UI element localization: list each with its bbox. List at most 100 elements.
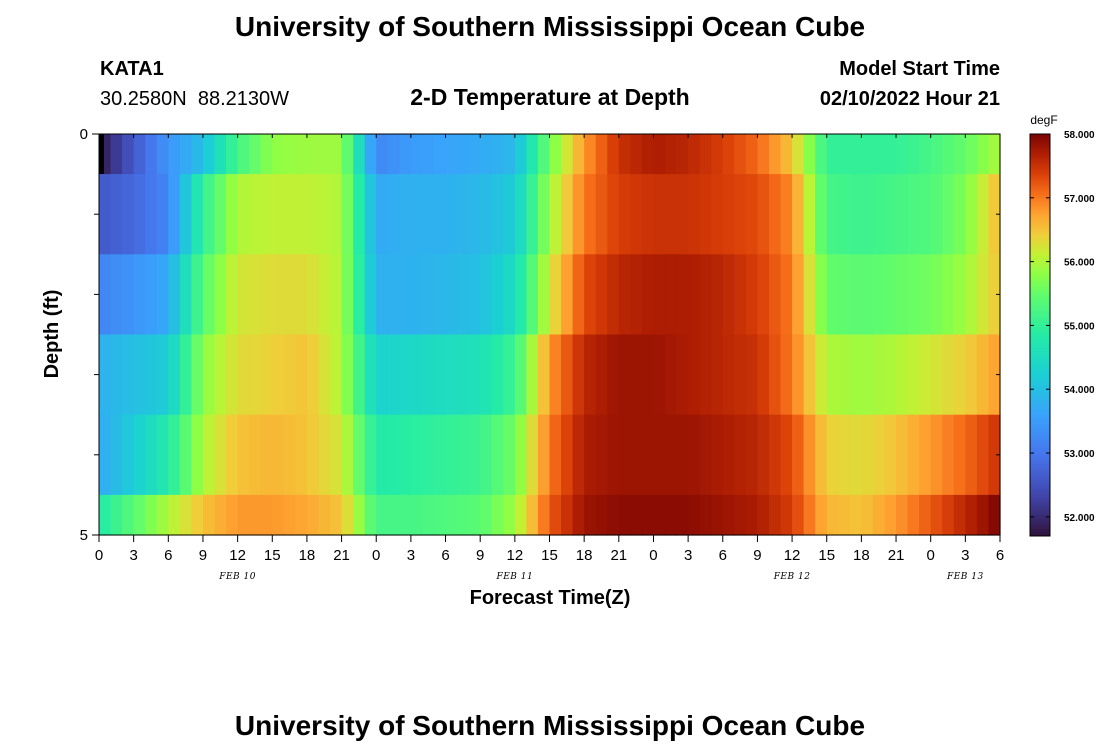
heatmap-cell xyxy=(537,334,551,416)
heatmap-cell xyxy=(780,334,793,416)
station-coords: 30.2580N 88.2130W xyxy=(100,88,289,110)
heatmap-cell xyxy=(665,414,678,496)
heatmap-cell xyxy=(930,334,943,416)
heatmap-cell xyxy=(699,414,712,496)
heatmap-cell xyxy=(942,494,955,536)
heatmap-cell xyxy=(202,134,216,175)
heatmap-cell xyxy=(630,134,643,175)
heatmap-cell xyxy=(734,414,747,496)
heatmap-cell xyxy=(514,254,527,336)
heatmap-cell xyxy=(953,334,966,416)
heatmap-cell xyxy=(561,494,574,536)
heatmap-cell xyxy=(376,174,389,255)
colorbar-tick-label: 55.000 xyxy=(1064,321,1095,332)
heatmap-cell xyxy=(514,134,527,175)
heatmap-cell xyxy=(122,414,135,496)
heatmap-cell xyxy=(757,134,770,175)
heatmap-cell xyxy=(410,334,424,416)
model-start-value: 02/10/2022 Hour 21 xyxy=(820,88,1000,110)
heatmap-cell xyxy=(849,414,862,496)
heatmap-cell xyxy=(249,174,262,255)
heatmap-cell xyxy=(711,254,724,336)
heatmap-cell xyxy=(514,414,527,496)
heatmap-cell xyxy=(341,334,354,416)
heatmap-cell xyxy=(295,494,308,536)
heatmap-cell xyxy=(965,134,978,175)
plot-edge-mark xyxy=(99,134,104,174)
x-tick-label: 21 xyxy=(610,547,627,564)
heatmap-cell xyxy=(410,254,424,336)
heatmap-cell xyxy=(653,414,666,496)
heatmap-cell xyxy=(572,174,585,255)
heatmap-cell xyxy=(179,254,193,336)
heatmap-cell xyxy=(526,494,539,536)
heatmap-cell xyxy=(699,334,712,416)
heatmap-cell xyxy=(549,414,562,496)
heatmap-cell xyxy=(676,254,689,336)
heatmap-cell xyxy=(202,334,216,416)
heatmap-cell xyxy=(965,494,978,536)
heatmap-cell xyxy=(676,494,689,536)
heatmap-cell xyxy=(341,494,354,536)
heatmap-cell xyxy=(665,174,678,255)
heatmap-cell xyxy=(306,134,320,175)
heatmap-cell xyxy=(214,334,227,416)
colorbar-tick-label: 56.000 xyxy=(1064,258,1095,269)
heatmap-cell xyxy=(780,134,793,175)
heatmap-cell xyxy=(988,174,1001,255)
heatmap-cell xyxy=(665,134,678,175)
heatmap-cell xyxy=(884,334,897,416)
heatmap-cell xyxy=(537,494,551,536)
x-tick-label: 12 xyxy=(507,547,524,564)
heatmap-cell xyxy=(537,134,551,175)
heatmap-cell xyxy=(376,254,389,336)
x-tick-label: 6 xyxy=(164,547,172,564)
heatmap-cell xyxy=(919,414,932,496)
heatmap-cell xyxy=(872,334,886,416)
colorbar-tick-label: 58.000 xyxy=(1064,130,1095,141)
heatmap-cell xyxy=(549,494,562,536)
heatmap-cell xyxy=(803,174,816,255)
heatmap-cell xyxy=(445,134,458,175)
heatmap-cell xyxy=(896,414,909,496)
heatmap-cell xyxy=(399,134,412,175)
heatmap-cell xyxy=(445,494,458,536)
x-tick-label: 0 xyxy=(649,547,657,564)
heatmap-cell xyxy=(445,334,458,416)
heatmap-cell xyxy=(780,494,793,536)
heatmap-cell xyxy=(468,174,481,255)
heatmap-cell xyxy=(676,414,689,496)
heatmap-cell xyxy=(607,494,620,536)
x-tick-label: 12 xyxy=(229,547,246,564)
heatmap-cell xyxy=(826,254,839,336)
heatmap-cell xyxy=(826,174,839,255)
heatmap-cell xyxy=(872,494,886,536)
heatmap-cell xyxy=(722,134,735,175)
heatmap-cell xyxy=(768,414,782,496)
heatmap-cell xyxy=(168,134,181,175)
heatmap-cell xyxy=(306,174,320,255)
heatmap-cell xyxy=(641,174,655,255)
footer-title: University of Southern Mississippi Ocean… xyxy=(235,710,865,741)
heatmap-cell xyxy=(364,414,377,496)
heatmap-cell xyxy=(965,174,978,255)
heatmap-cell xyxy=(376,414,389,496)
page-title: University of Southern Mississippi Ocean… xyxy=(235,11,865,42)
heatmap-cell xyxy=(491,334,504,416)
heatmap-cell xyxy=(122,134,135,175)
heatmap-cell xyxy=(907,494,920,536)
heatmap-cell xyxy=(757,414,770,496)
heatmap-cell xyxy=(468,494,481,536)
heatmap-cell xyxy=(168,334,181,416)
heatmap-cell xyxy=(953,174,966,255)
heatmap-cell xyxy=(283,414,296,496)
heatmap-cell xyxy=(295,134,308,175)
heatmap-cell xyxy=(976,494,990,536)
heatmap-cell xyxy=(99,494,112,536)
heatmap-cell xyxy=(572,414,585,496)
heatmap-cell xyxy=(260,254,273,336)
heatmap-cell xyxy=(433,334,447,416)
heatmap-cell xyxy=(930,414,943,496)
heatmap-cell xyxy=(907,174,920,255)
x-tick-label: 15 xyxy=(541,547,558,564)
